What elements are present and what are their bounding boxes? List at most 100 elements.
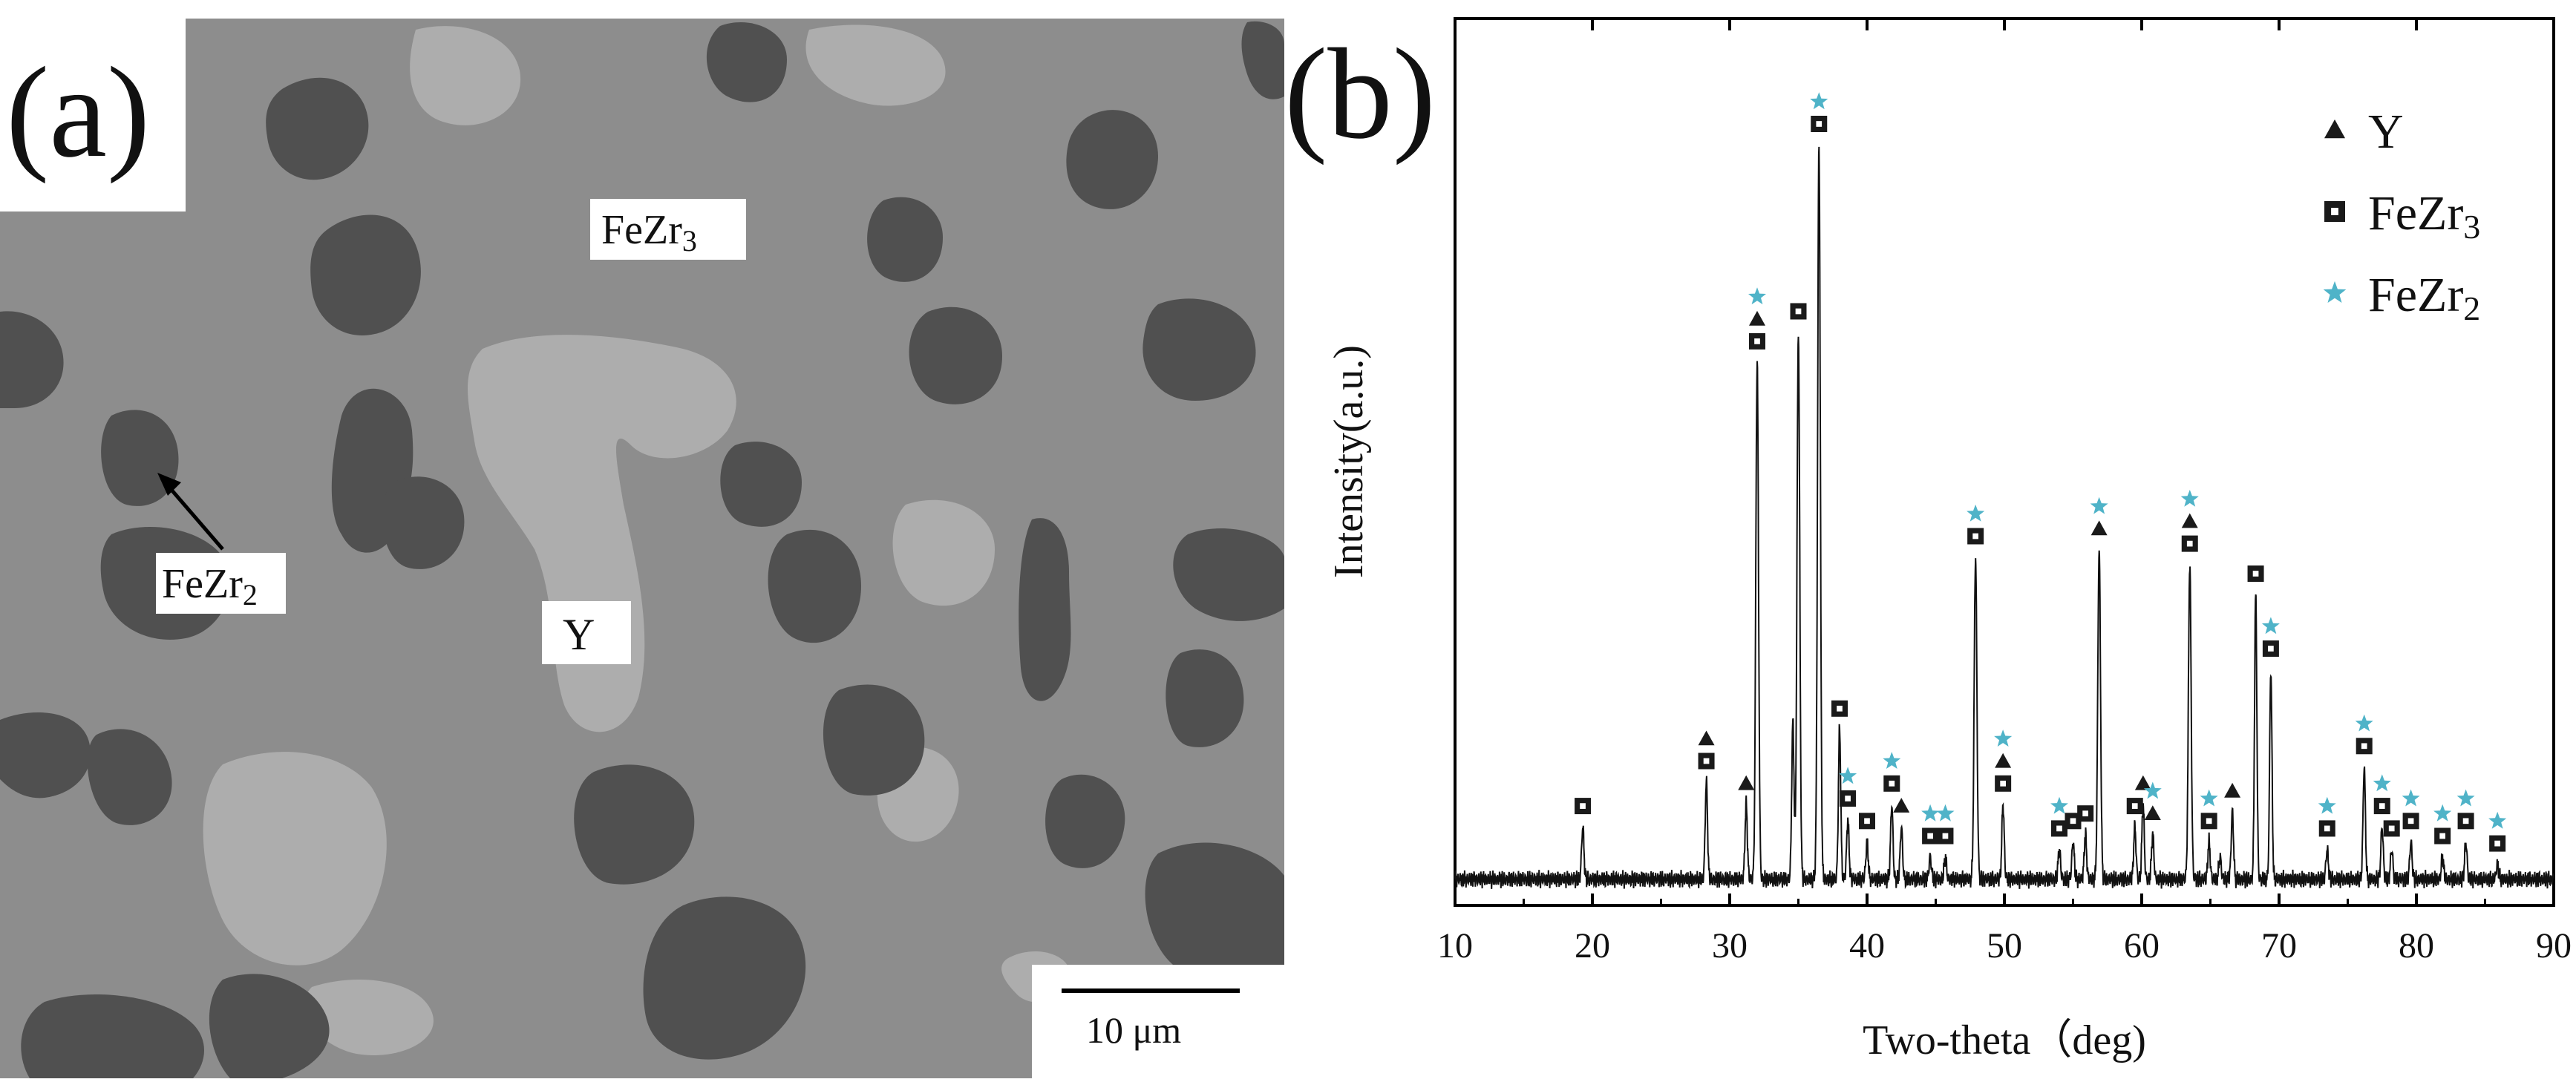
x-axis-title: Two-theta（deg) (1863, 1017, 2146, 1063)
peak-marker-stack (2355, 714, 2373, 755)
legend: Y FeZr3 FeZr2 (2323, 105, 2480, 327)
fezr3-label: FeZr3 (601, 207, 697, 258)
y-phase-region (892, 499, 995, 606)
fezr2-particle (909, 306, 1002, 404)
square-marker-hole (2439, 833, 2445, 839)
fezr2-particle (823, 684, 925, 796)
fezr2-label: FeZr2 (162, 561, 258, 612)
scale-bar-box (1032, 965, 1284, 1078)
fezr2-particle (720, 442, 802, 527)
y-phase-region-central (468, 335, 736, 732)
peak-marker-stack (2433, 804, 2452, 845)
star-marker (2323, 281, 2347, 303)
legend-item: FeZr2 (2323, 268, 2480, 327)
square-marker-hole (1972, 533, 1978, 540)
legend-label: FeZr3 (2368, 186, 2480, 246)
fezr2-particle (1173, 528, 1284, 621)
peak-marker-stack (2050, 796, 2068, 837)
triangle-marker (2224, 782, 2241, 798)
star-marker (2488, 811, 2507, 829)
x-tick-label: 30 (1712, 926, 1748, 965)
square-marker-hole (2494, 840, 2500, 847)
fezr2-particle (768, 529, 861, 643)
peak-marker-stack (2456, 789, 2475, 830)
xrd-line (1454, 146, 2554, 890)
star-marker (1967, 504, 1985, 522)
fezr2-particle (1145, 842, 1284, 982)
fezr2-particle (867, 197, 943, 282)
peak-marker-stack (1831, 700, 1848, 717)
x-tick-label: 80 (2399, 926, 2434, 965)
x-tick-label: 90 (2536, 926, 2572, 965)
star-marker (2373, 774, 2391, 792)
peak-marker-stack (2383, 820, 2400, 837)
peak-marker-stack (2126, 798, 2143, 815)
star-marker (2456, 789, 2475, 807)
star-marker (1936, 804, 1955, 822)
peak-marker-stack (2318, 796, 2336, 837)
square-marker-hole (2268, 646, 2274, 652)
phase-markers (1575, 92, 2507, 852)
x-tick-label: 40 (1849, 926, 1885, 965)
square-marker-hole (2082, 810, 2088, 817)
star-marker (2433, 804, 2452, 822)
square-marker-hole (1889, 780, 1895, 787)
peak-marker-stack (2134, 775, 2151, 790)
xrd-pattern (1454, 146, 2554, 890)
legend-item: Y (2324, 105, 2404, 159)
square-marker-hole (2186, 540, 2193, 547)
peak-marker-stack (1738, 775, 1755, 790)
peak-marker-stack (1921, 804, 1940, 845)
square-marker-hole (2379, 803, 2385, 809)
square-marker-hole (2070, 818, 2076, 824)
star-marker (2318, 796, 2336, 814)
triangle-marker (2090, 520, 2108, 536)
fezr2-particle (0, 712, 91, 799)
star-marker (2050, 796, 2068, 814)
y-phase-region (203, 752, 387, 965)
legend-label: Y (2368, 105, 2404, 159)
star-marker (1748, 287, 1766, 305)
peak-marker-stack (1859, 813, 1875, 830)
fezr2-particle (266, 77, 369, 180)
square-marker-hole (2331, 208, 2338, 215)
fezr2-particle (0, 311, 64, 408)
star-marker (2355, 714, 2373, 732)
triangle-marker (2134, 775, 2151, 790)
x-axis: 10 20 30 40 50 60 70 80 90 (1437, 19, 2572, 965)
square-marker-hole (2000, 780, 2006, 787)
peak-marker-stack (1839, 767, 1857, 807)
micrograph-svg: (a) FeZr3 FeZr2 Y 10 μm (0, 0, 1284, 1078)
fezr2-particle (643, 896, 806, 1060)
square-marker-hole (2131, 803, 2138, 809)
square-marker-hole (1580, 803, 1586, 809)
fezr2-particle (706, 22, 787, 102)
fezr2-particle (87, 729, 172, 825)
triangle-marker (2181, 513, 2198, 528)
fezr2-particle (1142, 298, 1256, 401)
square-marker-hole (1864, 818, 1870, 824)
panel-label-b: (b) (1284, 22, 1436, 165)
square-marker-hole (2388, 825, 2395, 832)
triangle-marker (1995, 753, 2012, 768)
x-tick-label: 50 (1987, 926, 2022, 965)
square-marker-hole (1795, 308, 1802, 315)
peak-marker-stack (2247, 565, 2264, 582)
square-marker-hole (1816, 121, 1823, 127)
peak-marker-stack (1790, 303, 1807, 320)
triangle-marker (1749, 310, 1765, 326)
star-marker (2402, 789, 2420, 807)
square-marker-hole (2324, 825, 2330, 832)
star-marker (2143, 781, 2162, 799)
peak-marker-stack (1883, 752, 1901, 792)
peak-marker-stack (1748, 287, 1766, 350)
legend-item: FeZr3 (2324, 186, 2480, 246)
square-marker-hole (2407, 818, 2414, 824)
fezr2-particle (1241, 21, 1284, 99)
fezr2-particle (21, 994, 204, 1078)
x-tick-label: 70 (2261, 926, 2297, 965)
fezr2-particle (1019, 518, 1071, 701)
x-tick-label: 10 (1437, 926, 1473, 965)
fezr2-label-box (156, 553, 286, 614)
star-marker (1810, 92, 1828, 110)
